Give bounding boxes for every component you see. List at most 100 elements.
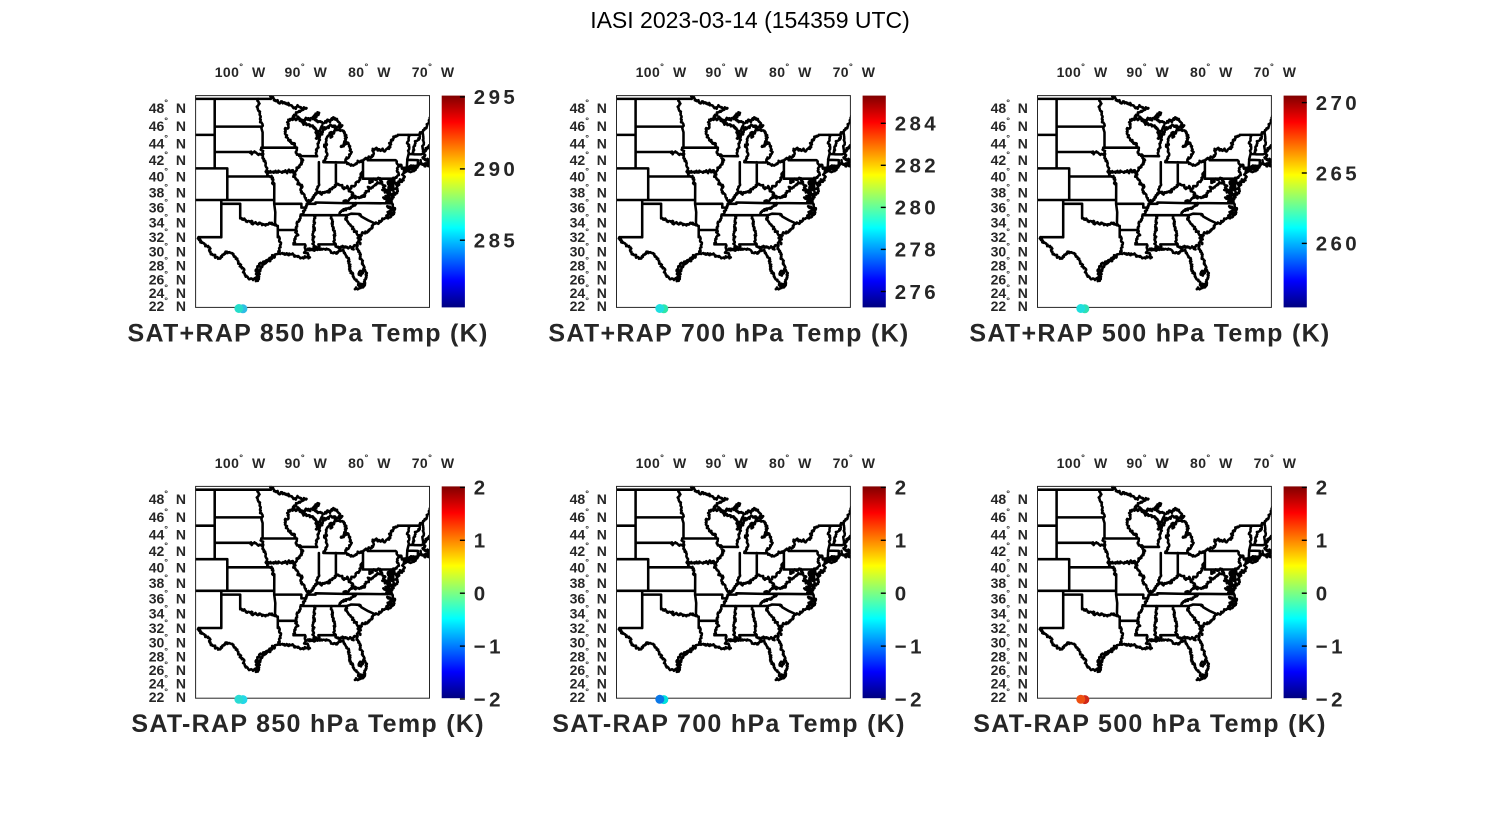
svg-text:46° N: 46° N xyxy=(991,116,1028,135)
svg-text:32° N: 32° N xyxy=(570,618,607,637)
svg-text:42° N: 42° N xyxy=(991,150,1028,169)
svg-text:260: 260 xyxy=(1316,233,1360,256)
svg-text:44° N: 44° N xyxy=(149,133,186,152)
svg-text:36° N: 36° N xyxy=(149,197,186,216)
svg-text:1: 1 xyxy=(474,530,489,553)
svg-text:100° W: 100° W xyxy=(636,62,687,81)
svg-text:285: 285 xyxy=(474,230,518,253)
svg-text:32° N: 32° N xyxy=(570,227,607,246)
svg-text:22° N: 22° N xyxy=(570,687,607,706)
svg-text:276: 276 xyxy=(895,281,939,304)
svg-text:34° N: 34° N xyxy=(991,212,1028,231)
svg-text:22° N: 22° N xyxy=(991,296,1028,315)
svg-text:46° N: 46° N xyxy=(149,116,186,135)
svg-text:42° N: 42° N xyxy=(570,541,607,560)
svg-text:2: 2 xyxy=(895,477,910,500)
svg-text:28° N: 28° N xyxy=(149,255,186,274)
svg-text:34° N: 34° N xyxy=(570,603,607,622)
svg-text:70° W: 70° W xyxy=(833,452,876,471)
svg-text:90° W: 90° W xyxy=(285,62,328,81)
svg-text:26° N: 26° N xyxy=(991,660,1028,679)
svg-text:−1: −1 xyxy=(895,635,925,658)
svg-text:48° N: 48° N xyxy=(149,488,186,507)
svg-text:28° N: 28° N xyxy=(149,646,186,665)
svg-text:38° N: 38° N xyxy=(991,573,1028,592)
svg-text:40° N: 40° N xyxy=(991,166,1028,185)
svg-text:42° N: 42° N xyxy=(149,150,186,169)
svg-text:IASI 2023-03-14 (154359 UTC): IASI 2023-03-14 (154359 UTC) xyxy=(590,7,910,33)
svg-text:−2: −2 xyxy=(895,688,925,711)
svg-text:32° N: 32° N xyxy=(149,618,186,637)
svg-text:1: 1 xyxy=(895,530,910,553)
svg-text:46° N: 46° N xyxy=(570,116,607,135)
svg-text:38° N: 38° N xyxy=(149,182,186,201)
svg-text:42° N: 42° N xyxy=(991,541,1028,560)
svg-text:90° W: 90° W xyxy=(705,452,748,471)
svg-text:40° N: 40° N xyxy=(149,557,186,576)
svg-text:SAT-RAP 850 hPa Temp (K): SAT-RAP 850 hPa Temp (K) xyxy=(131,710,485,738)
svg-text:30° N: 30° N xyxy=(149,632,186,651)
svg-text:38° N: 38° N xyxy=(991,182,1028,201)
svg-text:−2: −2 xyxy=(1316,688,1346,711)
svg-text:48° N: 48° N xyxy=(991,98,1028,117)
svg-text:24° N: 24° N xyxy=(149,673,186,692)
svg-text:24° N: 24° N xyxy=(991,673,1028,692)
svg-text:70° W: 70° W xyxy=(412,62,455,81)
svg-text:100° W: 100° W xyxy=(636,452,687,471)
svg-text:24° N: 24° N xyxy=(991,282,1028,301)
svg-text:100° W: 100° W xyxy=(1057,62,1108,81)
svg-text:22° N: 22° N xyxy=(991,687,1028,706)
svg-text:26° N: 26° N xyxy=(991,269,1028,288)
svg-text:36° N: 36° N xyxy=(991,197,1028,216)
svg-text:0: 0 xyxy=(895,583,910,606)
svg-text:284: 284 xyxy=(895,113,939,136)
svg-text:24° N: 24° N xyxy=(570,673,607,692)
svg-text:90° W: 90° W xyxy=(285,452,328,471)
svg-text:70° W: 70° W xyxy=(1254,62,1297,81)
svg-text:100° W: 100° W xyxy=(1057,452,1108,471)
svg-text:−1: −1 xyxy=(474,635,504,658)
svg-text:270: 270 xyxy=(1316,92,1360,115)
svg-text:22° N: 22° N xyxy=(149,687,186,706)
svg-text:90° W: 90° W xyxy=(705,62,748,81)
svg-text:34° N: 34° N xyxy=(991,603,1028,622)
svg-text:0: 0 xyxy=(1316,583,1331,606)
svg-text:28° N: 28° N xyxy=(570,255,607,274)
svg-text:282: 282 xyxy=(895,155,939,178)
svg-text:38° N: 38° N xyxy=(149,573,186,592)
svg-text:278: 278 xyxy=(895,239,939,262)
svg-text:44° N: 44° N xyxy=(570,524,607,543)
svg-text:46° N: 46° N xyxy=(149,506,186,525)
svg-text:28° N: 28° N xyxy=(570,646,607,665)
svg-text:44° N: 44° N xyxy=(570,133,607,152)
svg-text:40° N: 40° N xyxy=(570,166,607,185)
svg-text:SAT-RAP 700 hPa Temp (K): SAT-RAP 700 hPa Temp (K) xyxy=(552,710,906,738)
svg-text:80° W: 80° W xyxy=(769,452,812,471)
svg-text:36° N: 36° N xyxy=(991,588,1028,607)
svg-text:36° N: 36° N xyxy=(149,588,186,607)
svg-text:48° N: 48° N xyxy=(570,98,607,117)
svg-text:2: 2 xyxy=(474,477,489,500)
svg-text:46° N: 46° N xyxy=(991,506,1028,525)
svg-text:70° W: 70° W xyxy=(412,452,455,471)
svg-text:42° N: 42° N xyxy=(570,150,607,169)
svg-text:48° N: 48° N xyxy=(570,488,607,507)
svg-text:80° W: 80° W xyxy=(1190,62,1233,81)
svg-text:36° N: 36° N xyxy=(570,588,607,607)
svg-text:SAT+RAP 700 hPa Temp (K): SAT+RAP 700 hPa Temp (K) xyxy=(548,319,909,347)
svg-text:34° N: 34° N xyxy=(149,212,186,231)
svg-text:32° N: 32° N xyxy=(991,618,1028,637)
svg-text:90° W: 90° W xyxy=(1126,62,1169,81)
svg-text:26° N: 26° N xyxy=(570,269,607,288)
svg-text:46° N: 46° N xyxy=(570,506,607,525)
svg-text:22° N: 22° N xyxy=(570,296,607,315)
svg-text:48° N: 48° N xyxy=(991,488,1028,507)
svg-text:28° N: 28° N xyxy=(991,646,1028,665)
svg-text:34° N: 34° N xyxy=(570,212,607,231)
svg-text:1: 1 xyxy=(1316,530,1331,553)
svg-text:30° N: 30° N xyxy=(991,632,1028,651)
svg-text:26° N: 26° N xyxy=(570,660,607,679)
svg-text:26° N: 26° N xyxy=(149,660,186,679)
svg-text:42° N: 42° N xyxy=(149,541,186,560)
svg-text:44° N: 44° N xyxy=(991,524,1028,543)
